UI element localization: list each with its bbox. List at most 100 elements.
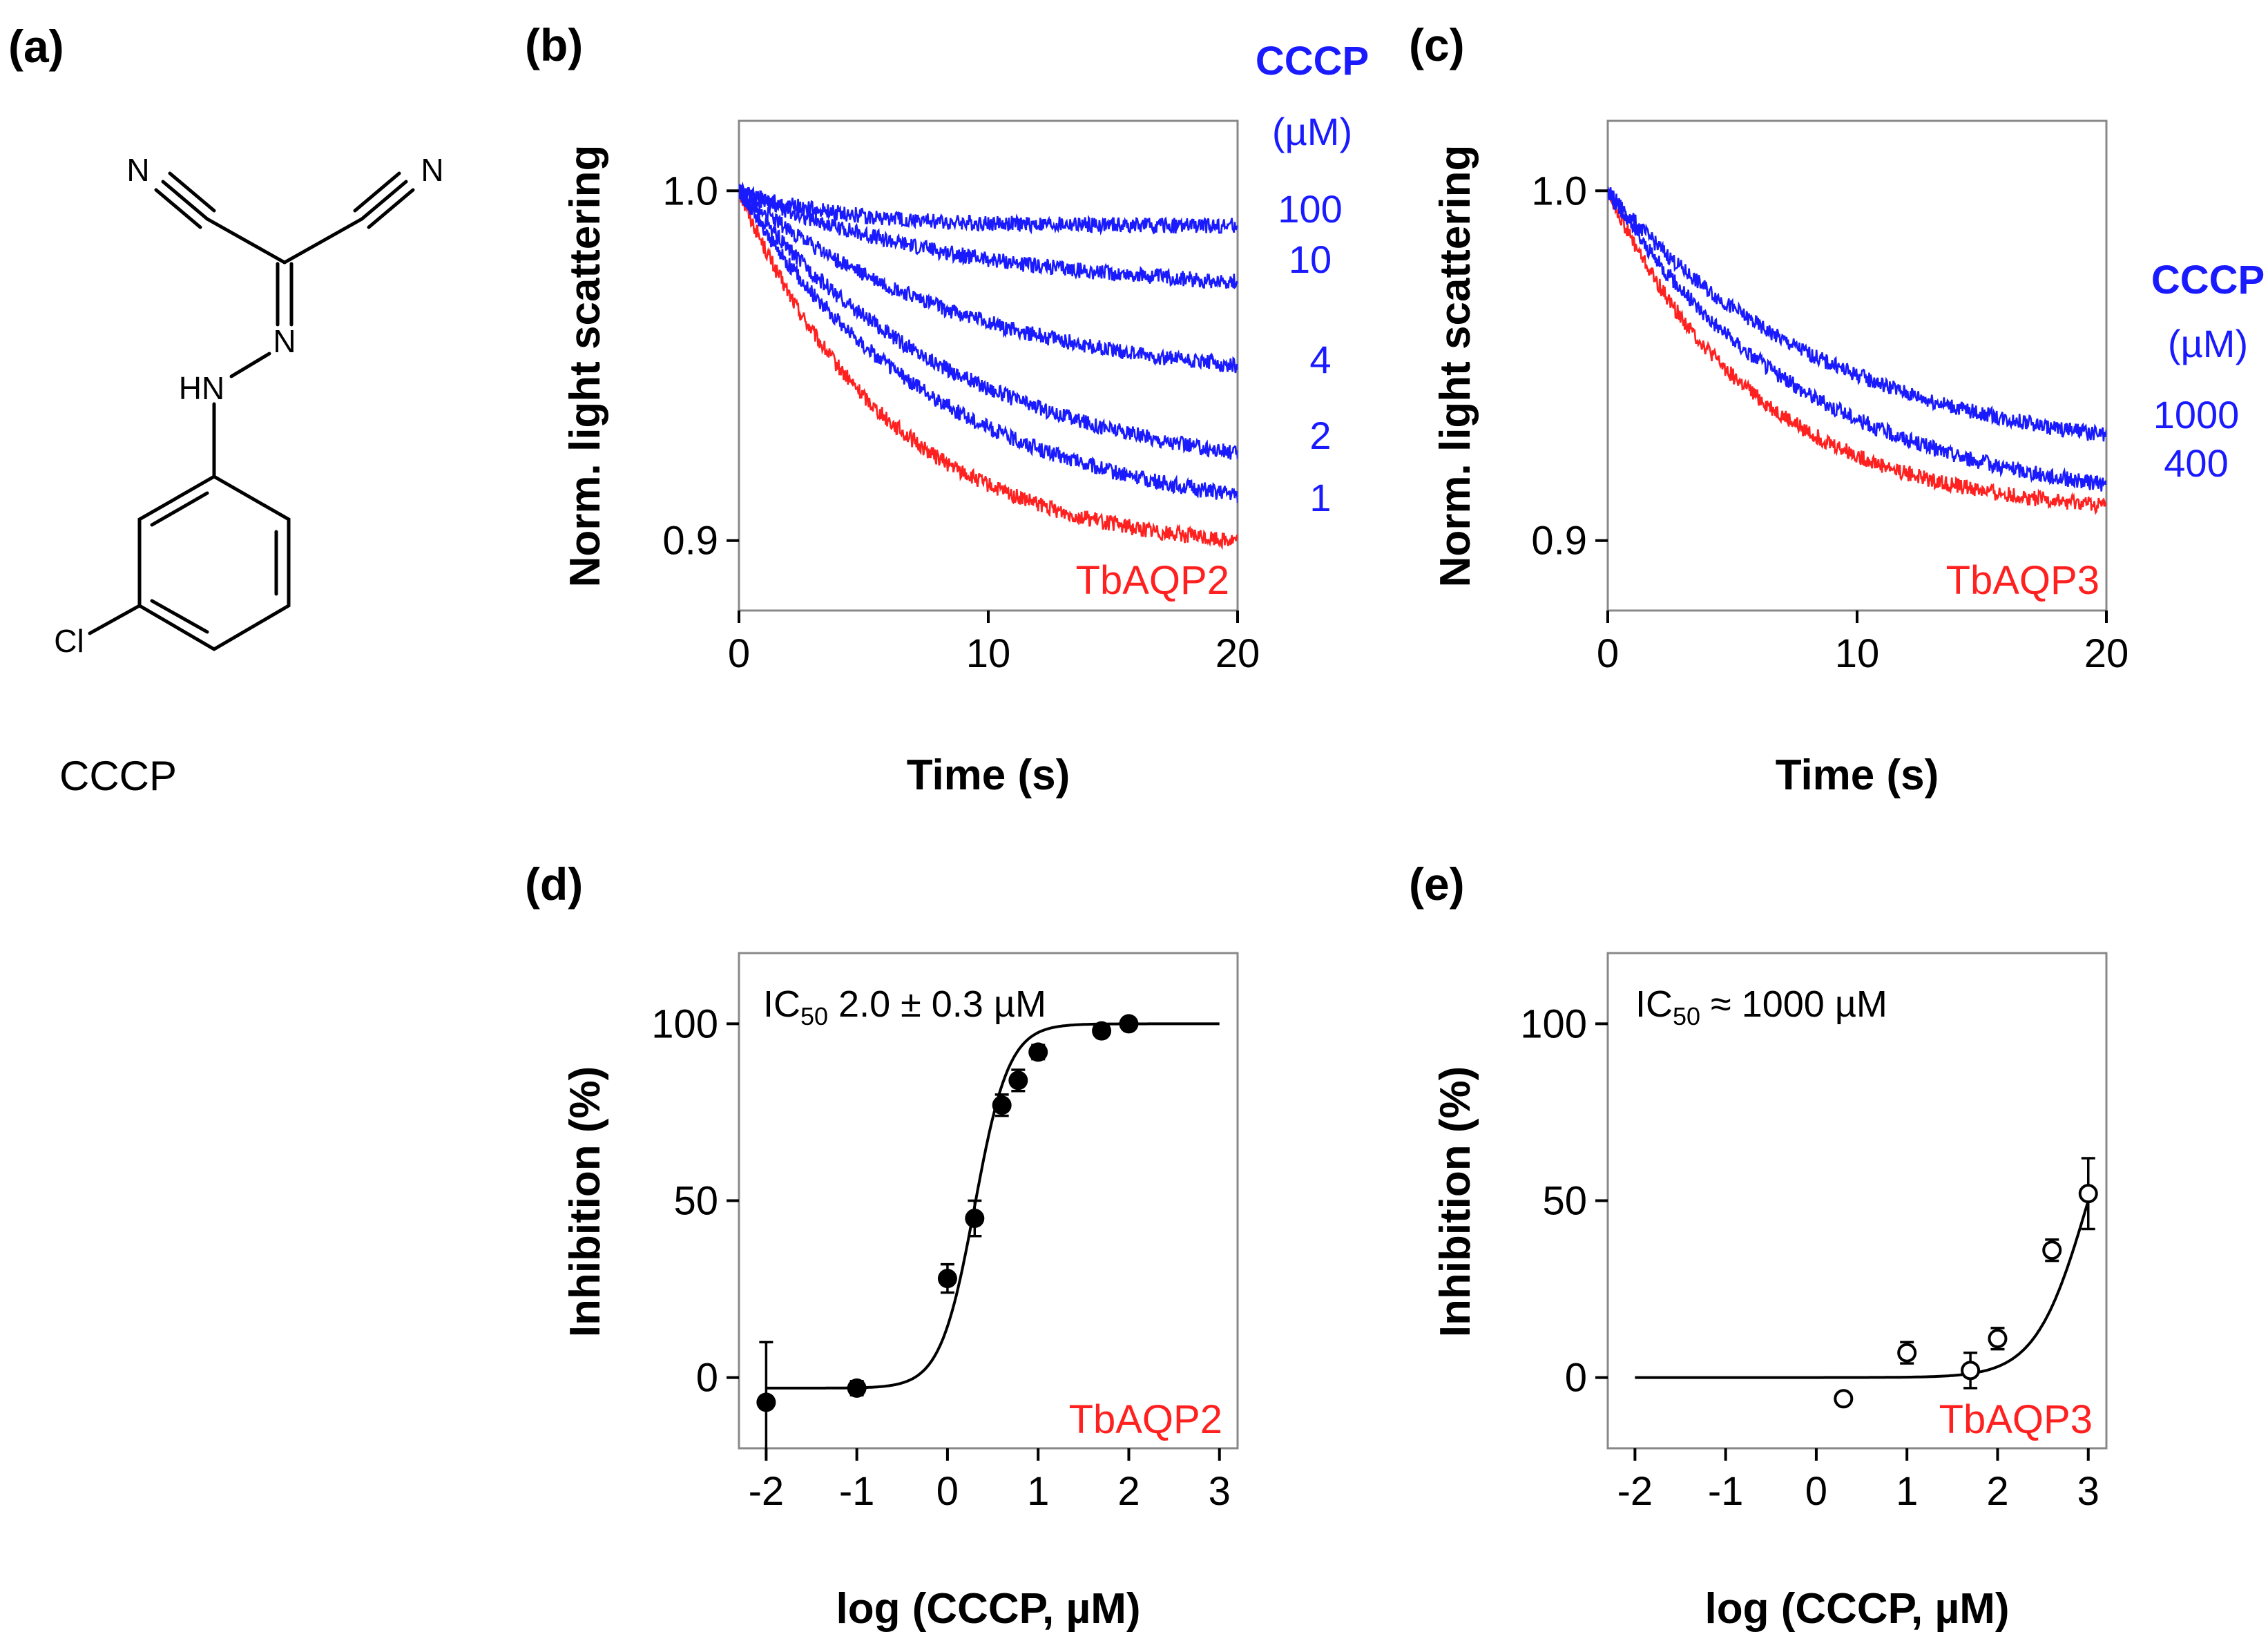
- y-tick-label-e-2: 100: [1520, 1001, 1587, 1046]
- atom-n-right: N: [421, 152, 443, 188]
- x-tick-label-e-4: 2: [1986, 1469, 2008, 1514]
- data-point-d-1: [847, 1378, 867, 1398]
- x-tick-label-c-0: 0: [1597, 631, 1619, 676]
- x-tick-label-e-2: 0: [1805, 1469, 1827, 1514]
- data-point-d-6: [1028, 1042, 1048, 1062]
- panel-c-chart: (c) 0 10 20 0.9 1.0 Time (s) Norm. light scatte…: [1409, 19, 2265, 799]
- series-line-b-tbaqp2: [739, 192, 1238, 550]
- y-tick-label-b-1: 1.0: [662, 169, 718, 213]
- ic50-annotation-e: IC50 ≈ 1000 µM: [1635, 983, 1887, 1030]
- x-tick-label-d-1: -1: [839, 1469, 875, 1514]
- cccp-structure-drawing: [88, 171, 415, 651]
- control-label-e: TbAQP3: [1939, 1397, 2093, 1442]
- legend-title-b: CCCP: [1256, 39, 1369, 84]
- x-axis-label-c: Time (s): [1776, 751, 1939, 799]
- data-point-d-0: [756, 1392, 776, 1412]
- data-point-d-2: [937, 1269, 957, 1289]
- x-tick-label-b-2: 20: [1215, 631, 1260, 676]
- legend-title-c: CCCP: [2151, 258, 2265, 302]
- bond-cn-left-to-center: [205, 217, 287, 265]
- panel-d-chart: (d) -2 -1 0 1 2 3 0 50 100 log (CCCP, µM) Inhibitio…: [525, 858, 1239, 1633]
- series-line-b-100: [739, 184, 1238, 236]
- ic50-annotation-prefix-d: IC: [763, 983, 800, 1025]
- panel-e-chart: (e) -2 -1 0 1 2 3 0 50 100 log (CCCP, µM) Inhibitio…: [1409, 858, 2108, 1633]
- y-axis-label-e: Inhibition (%): [1432, 1066, 1479, 1338]
- control-label-d: TbAQP2: [1069, 1397, 1222, 1442]
- x-tick-label-d-5: 3: [1209, 1469, 1231, 1514]
- data-point-e-5: [2078, 1184, 2098, 1204]
- panel-b-label: (b): [525, 19, 583, 70]
- series-line-b-1: [739, 186, 1238, 503]
- data-point-d-4: [992, 1095, 1012, 1115]
- series-line-b-10: [739, 181, 1238, 290]
- atom-n-left: N: [126, 152, 149, 188]
- legend-unit-c: (µM): [2168, 322, 2248, 365]
- ic50-annotation-prefix-e: IC: [1635, 983, 1673, 1025]
- bond-n-n: [229, 352, 271, 378]
- panel-a-label: (a): [8, 21, 64, 72]
- panel-e-label: (e): [1409, 858, 1465, 910]
- data-point-e-2: [1961, 1361, 1981, 1381]
- atom-cl: Cl: [54, 623, 84, 659]
- x-tick-label-d-3: 1: [1027, 1469, 1049, 1514]
- x-tick-label-d-0: -2: [749, 1469, 785, 1514]
- ic50-annotation-value-d: 2.0 ± 0.3 µM: [828, 983, 1046, 1025]
- nitrile-bond-left-3: [154, 188, 202, 229]
- bond-ring-cl: [88, 604, 142, 635]
- y-tick-label-e-0: 0: [1565, 1356, 1587, 1401]
- series-label-b-4: 4: [1309, 338, 1331, 381]
- data-point-d-3: [965, 1209, 985, 1229]
- nitrile-bond-right-3: [367, 188, 415, 229]
- x-tick-label-b-0: 0: [728, 631, 750, 676]
- y-tick-label-e-1: 50: [1542, 1179, 1587, 1224]
- y-axis-label-b: Norm. light scattering: [561, 145, 609, 588]
- y-tick-label-d-0: 0: [696, 1356, 718, 1401]
- panel-a-structure: (a) N N N: [8, 21, 444, 799]
- x-tick-label-e-1: -1: [1708, 1469, 1744, 1514]
- series-line-c-tbaqp3: [1608, 188, 2106, 515]
- series-group-c: [1608, 186, 2106, 515]
- data-point-e-1: [1897, 1343, 1917, 1363]
- plot-area-c: [1606, 119, 2108, 612]
- series-group-b: [739, 181, 1238, 550]
- y-axis-label-d: Inhibition (%): [561, 1066, 609, 1338]
- x-tick-label-d-4: 2: [1117, 1469, 1140, 1514]
- atom-n-center: N: [273, 323, 296, 359]
- y-tick-label-b-0: 0.9: [662, 519, 718, 564]
- data-point-d-5: [1008, 1070, 1028, 1091]
- data-point-e-3: [1988, 1329, 2008, 1349]
- series-label-b-2: 2: [1309, 414, 1331, 457]
- series-label-b-10: 10: [1289, 238, 1332, 281]
- x-tick-label-c-2: 20: [2084, 631, 2129, 676]
- y-tick-label-d-1: 50: [673, 1179, 718, 1224]
- control-label-c: TbAQP3: [1946, 558, 2099, 603]
- ic50-annotation-value-e: ≈ 1000 µM: [1700, 983, 1887, 1025]
- x-tick-label-c-1: 10: [1835, 631, 1880, 676]
- nitrile-bond-left-2: [168, 171, 216, 213]
- data-point-e-0: [1834, 1389, 1854, 1409]
- data-point-d-7: [1092, 1021, 1112, 1041]
- x-tick-label-e-0: -2: [1617, 1469, 1653, 1514]
- panel-d-label: (d): [525, 858, 583, 910]
- series-line-c-1000: [1608, 186, 2106, 442]
- nitrile-bond-right-1: [360, 180, 408, 221]
- x-tick-label-e-5: 3: [2077, 1469, 2099, 1514]
- y-tick-label-d-2: 100: [651, 1001, 718, 1046]
- x-axis-label-b: Time (s): [907, 751, 1070, 799]
- ic50-annotation-sub-e: 50: [1673, 1002, 1700, 1030]
- ring-double-bond-3: [150, 491, 209, 527]
- x-tick-label-e-3: 1: [1896, 1469, 1918, 1514]
- fit-curve-d: [766, 1022, 1220, 1390]
- y-tick-label-c-1: 1.0: [1531, 169, 1587, 213]
- control-label-b: TbAQP2: [1076, 558, 1229, 603]
- benzene-ring: [137, 474, 291, 651]
- y-axis-label-c: Norm. light scattering: [1432, 145, 1479, 588]
- ic50-annotation-sub-d: 50: [800, 1002, 828, 1030]
- atom-hn: HN: [179, 370, 224, 406]
- panel-c-label: (c): [1409, 19, 1465, 70]
- data-point-d-8: [1119, 1014, 1139, 1034]
- ring-double-bond-2: [150, 599, 209, 634]
- series-label-b-1: 1: [1309, 476, 1331, 519]
- compound-name: CCCP: [59, 753, 177, 799]
